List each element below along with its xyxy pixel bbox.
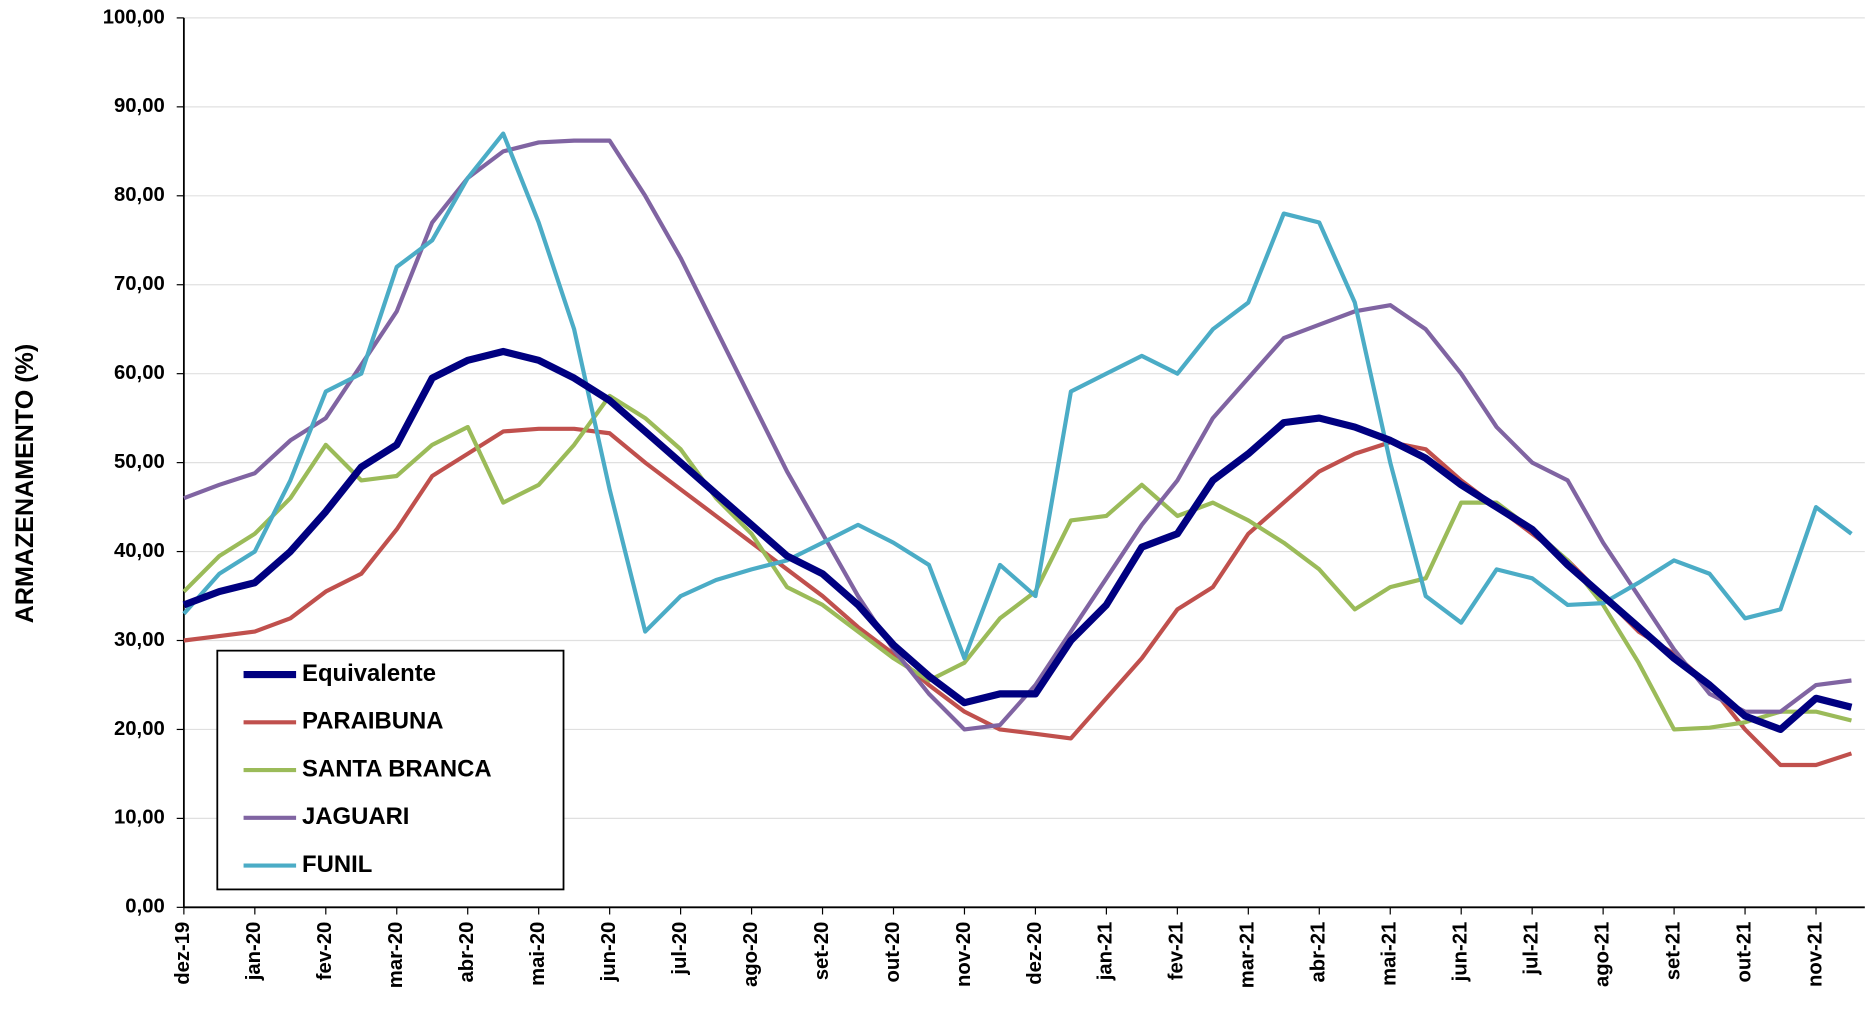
x-tick-label: mai-21 [1379, 922, 1401, 986]
x-tick-label: set-20 [811, 922, 833, 981]
x-tick-label: ago-20 [740, 922, 762, 987]
x-tick-label: mai-20 [527, 922, 549, 986]
x-tick-label: dez-20 [1024, 922, 1046, 985]
legend-label: SANTA BRANCA [302, 755, 492, 782]
y-tick-label: 30,00 [114, 629, 165, 651]
x-tick-label: jun-20 [598, 922, 620, 983]
x-tick-label: nov-20 [953, 922, 975, 987]
x-tick-label: out-21 [1733, 922, 1755, 983]
y-tick-label: 50,00 [114, 451, 165, 473]
y-tick-label: 10,00 [114, 807, 165, 829]
y-tick-label: 100,00 [103, 6, 165, 28]
y-tick-label: 0,00 [125, 896, 164, 918]
x-tick-label: out-20 [882, 922, 904, 983]
x-tick-label: jan-21 [1095, 922, 1117, 982]
x-tick-label: jul-20 [669, 922, 691, 976]
y-tick-label: 40,00 [114, 540, 165, 562]
x-tick-label: jul-21 [1521, 922, 1543, 976]
x-tick-label: fev-21 [1166, 922, 1188, 981]
y-tick-label: 80,00 [114, 184, 165, 206]
series-line [183, 138, 1852, 732]
x-tick-label: dez-19 [172, 922, 194, 985]
x-tick-label: fev-20 [314, 922, 336, 981]
x-tick-label: mar-20 [385, 922, 407, 989]
x-tick-label: mar-21 [1237, 922, 1259, 989]
legend-label: JAGUARI [302, 803, 409, 830]
legend-label: Equivalente [302, 660, 436, 687]
y-tick-label: 90,00 [114, 95, 165, 117]
x-tick-label: jun-21 [1450, 922, 1472, 983]
x-tick-label: ago-21 [1591, 922, 1613, 987]
series-line [182, 131, 1853, 661]
y-tick-label: 20,00 [114, 718, 165, 740]
x-tick-label: abr-21 [1308, 922, 1330, 983]
x-tick-label: nov-21 [1804, 922, 1826, 987]
legend-label: PARAIBUNA [302, 708, 443, 735]
series-line [182, 347, 1853, 734]
y-axis-label: ARMAZENAMENTO (%) [11, 344, 39, 623]
y-tick-label: 70,00 [114, 273, 165, 295]
x-tick-label: set-21 [1662, 922, 1684, 981]
y-tick-label: 60,00 [114, 362, 165, 384]
x-tick-label: jan-20 [243, 922, 265, 982]
x-tick-label: abr-20 [456, 922, 478, 983]
legend-label: FUNIL [302, 851, 372, 878]
